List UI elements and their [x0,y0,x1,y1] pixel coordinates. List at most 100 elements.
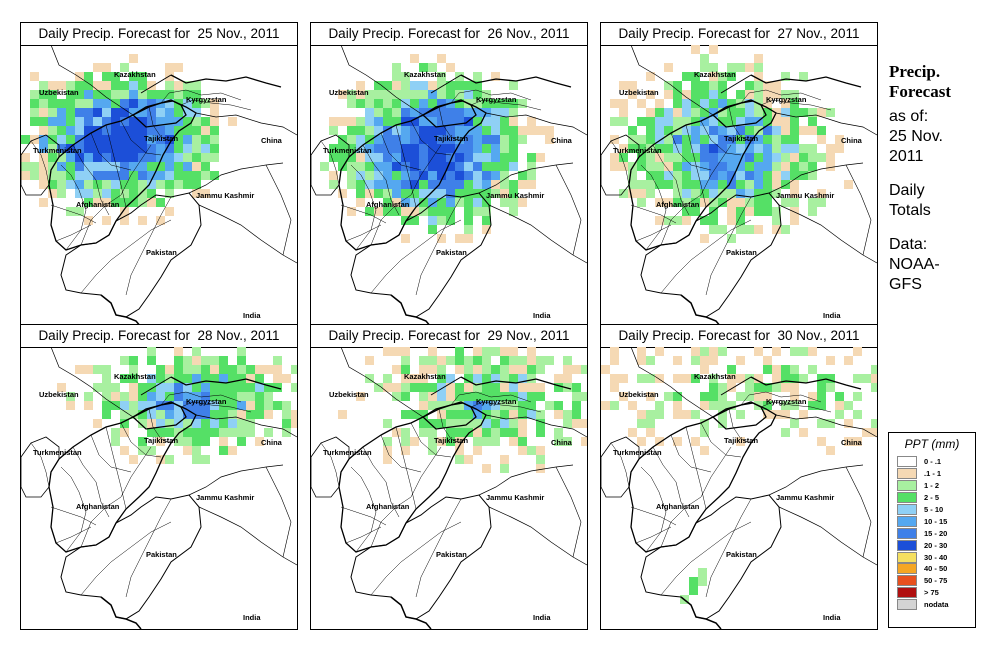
map-label-turkmenistan: Turkmenistan [613,448,662,457]
precip-cell [718,99,727,108]
pakistan-boundary [350,494,492,620]
precip-cell [102,144,111,153]
precip-cell [700,162,709,171]
precip-cell [736,356,745,365]
precip-cell [48,189,57,198]
precip-cell [138,135,147,144]
precip-grid [21,54,237,225]
precip-cell [174,437,183,446]
map-label-pakistan: Pakistan [726,248,757,257]
precip-cell [156,428,165,437]
precip-cell [772,189,781,198]
precip-cell [772,117,781,126]
precip-cell [183,126,192,135]
boundaries [601,347,877,629]
precip-cell [637,153,646,162]
precip-grid [601,347,877,604]
precip-cell [156,171,165,180]
precip-cell [111,117,120,126]
india-boundary [488,506,587,566]
precip-cell [401,189,410,198]
precip-cell [66,90,75,99]
precip-cell [183,162,192,171]
kyrgyzstan-boundary [460,74,572,88]
map-label-afghanistan: Afghanistan [76,502,120,511]
precip-cell [754,198,763,207]
precip-cell [691,72,700,81]
precip-cell [219,374,228,383]
precip-cell [84,117,93,126]
turkmenistan-boundary [21,436,60,498]
precip-cell [736,117,745,126]
info-title: Precip. Forecast [889,62,979,102]
precip-cell [138,189,147,198]
map-label-china: China [551,136,573,145]
precip-cell [156,198,165,207]
info-title-line: Forecast [889,82,951,101]
forecast-panel-5: Daily Precip. Forecast for 29 Nov., 2011… [310,324,588,630]
precip-cell [464,108,473,117]
precip-cell [518,392,527,401]
precip-cell [781,108,790,117]
map-label-india: India [533,613,551,622]
precip-cell [93,383,102,392]
precip-cell [57,171,66,180]
precip-cell [518,126,527,135]
legend-swatch [897,599,917,611]
precip-cell [365,108,374,117]
precip-cell [419,383,428,392]
precip-cell [111,90,120,99]
precip-cell [201,428,210,437]
province-line [350,164,377,251]
precip-cell [183,392,192,401]
precip-cell [39,162,48,171]
precip-cell [347,126,356,135]
precip-cell [66,126,75,135]
precip-cell [75,135,84,144]
map-label-china: China [841,136,863,145]
precip-cell [736,437,745,446]
precip-cell [147,162,156,171]
precip-cell [165,171,174,180]
precip-cell [646,356,655,365]
legend-item: 15 - 20 [889,527,975,539]
precip-cell [410,437,419,446]
precip-cell [745,117,754,126]
precip-map: Kazakhstan Uzbekistan Kyrgyzstan Tajikistan… [601,45,877,327]
kazakh-boundary [430,376,462,396]
precip-cell [210,135,219,144]
precip-cell [790,365,799,374]
precip-cell [682,198,691,207]
precip-cell [637,419,646,428]
province-line [395,124,417,208]
precip-cell [129,144,138,153]
precip-cell [473,180,482,189]
precip-cell [93,63,102,72]
precip-cell [527,392,536,401]
kashmir-boundary [188,162,284,194]
precip-cell [545,401,554,410]
precip-cell [709,374,718,383]
precip-cell [799,153,808,162]
precip-cell [745,135,754,144]
province-line [50,506,97,526]
precip-cell [482,374,491,383]
precip-cell [637,356,646,365]
precip-cell [428,225,437,234]
precip-cell [763,365,772,374]
precip-cell [129,153,138,162]
province-line [120,422,162,458]
precip-cell [365,171,374,180]
precip-cell [93,81,102,90]
precip-cell [745,126,754,135]
precip-cell [473,90,482,99]
map-label-kazakhstan: Kazakhstan [404,372,446,381]
precip-cell [374,81,383,90]
precip-cell [183,437,192,446]
province-line [90,132,132,171]
precip-cell [455,437,464,446]
precip-cell [473,428,482,437]
precip-cell [210,117,219,126]
province-line [740,89,822,104]
precip-cell [527,162,536,171]
